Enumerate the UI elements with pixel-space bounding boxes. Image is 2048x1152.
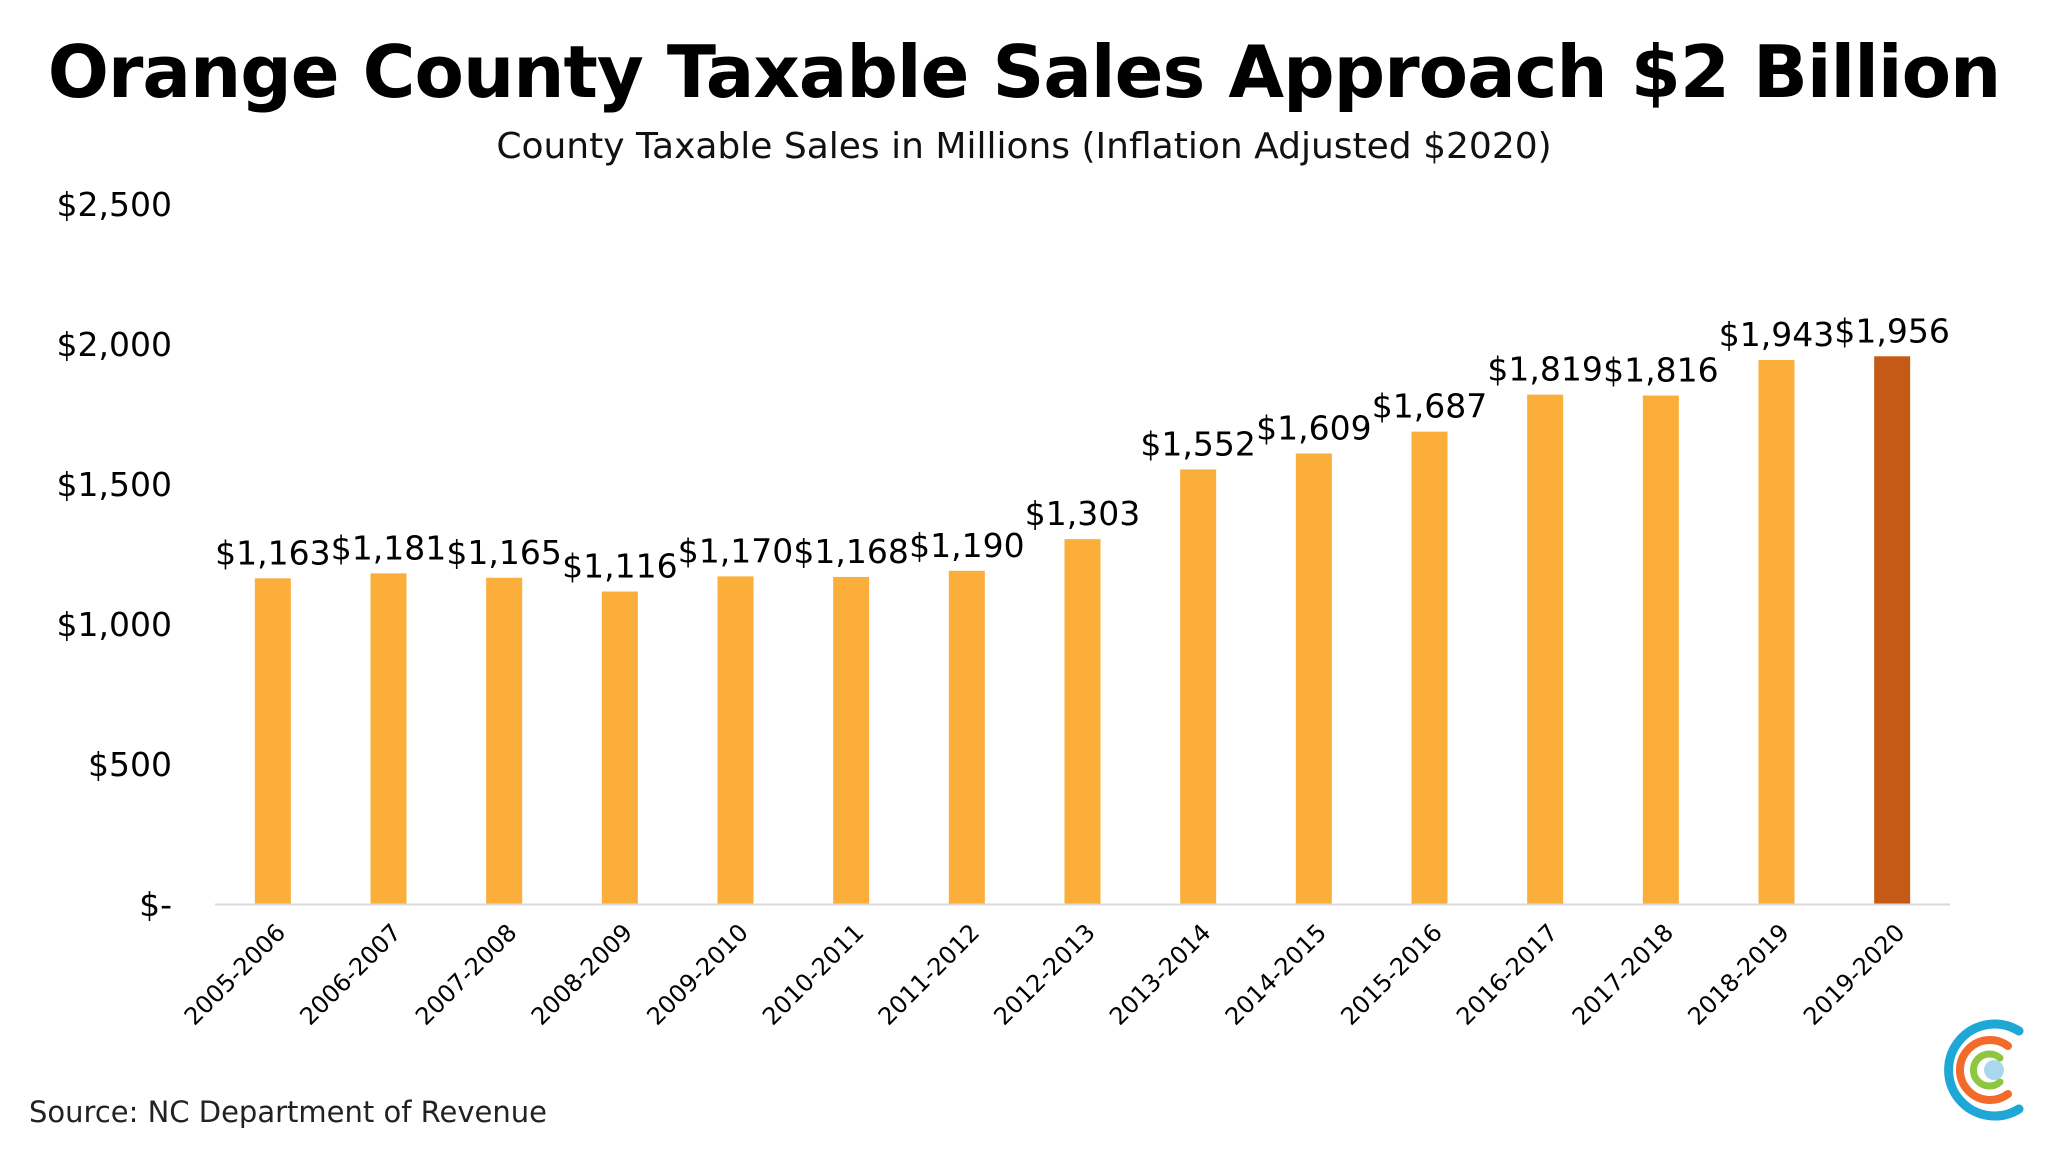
bar xyxy=(254,578,291,904)
x-tick-label: 2007-2008 xyxy=(410,918,522,1030)
chart-subtitle: County Taxable Sales in Millions (Inflat… xyxy=(496,126,1552,167)
x-tick-label: 2009-2010 xyxy=(641,918,753,1030)
y-tick-label: $2,000 xyxy=(57,325,172,364)
x-tick-label: 2006-2007 xyxy=(294,918,406,1030)
bar xyxy=(717,576,754,904)
x-tick-label: 2011-2012 xyxy=(873,918,985,1030)
data-label: $1,170 xyxy=(678,531,793,570)
bar xyxy=(1527,394,1564,904)
data-labels: $1,163 $1,181 $1,165 $1,116 $1,170 $1,168 $1,1… xyxy=(215,311,1950,585)
data-label: $1,190 xyxy=(909,526,1024,565)
data-label: $1,687 xyxy=(1372,387,1487,426)
y-tick-label: $- xyxy=(139,885,172,924)
bar xyxy=(486,577,523,904)
logo-outer-arc xyxy=(1944,1019,2024,1121)
logo-inner-arc xyxy=(1969,1050,2004,1090)
data-label: $1,552 xyxy=(1140,424,1255,463)
x-tick-label: 2012-2013 xyxy=(988,918,1100,1030)
x-axis-tick-labels: 2005-2006 2006-2007 2007-2008 2008-2009 2009… xyxy=(179,918,1911,1030)
data-label: $1,819 xyxy=(1487,350,1602,389)
data-label: $1,956 xyxy=(1834,311,1949,350)
source-note: Source: NC Department of Revenue xyxy=(29,1095,547,1129)
y-tick-label: $1,000 xyxy=(57,605,172,644)
bar xyxy=(1642,395,1679,904)
data-label: $1,165 xyxy=(446,533,561,572)
data-label: $1,609 xyxy=(1256,408,1371,447)
data-label: $1,163 xyxy=(215,533,330,572)
y-tick-label: $500 xyxy=(88,745,172,784)
bars xyxy=(254,356,1911,905)
bar xyxy=(1064,539,1101,904)
x-tick-label: 2005-2006 xyxy=(179,918,291,1030)
x-tick-label: 2017-2018 xyxy=(1567,918,1679,1030)
x-tick-label: 2015-2016 xyxy=(1335,918,1447,1030)
y-tick-label: $1,500 xyxy=(57,465,172,504)
data-label: $1,943 xyxy=(1719,315,1834,354)
x-tick-label: 2010-2011 xyxy=(757,918,869,1030)
bar xyxy=(1295,453,1332,904)
bar xyxy=(1758,359,1795,905)
bar xyxy=(370,573,407,904)
y-tick-label: $2,500 xyxy=(57,185,172,224)
logo-center-dot xyxy=(1984,1060,2004,1080)
data-label: $1,816 xyxy=(1603,351,1718,390)
data-label: $1,181 xyxy=(331,528,446,567)
data-label: $1,168 xyxy=(793,532,908,571)
chart-title: Orange County Taxable Sales Approach $2 … xyxy=(47,30,2002,114)
bar xyxy=(601,591,638,904)
logo-middle-arc xyxy=(1956,1036,2012,1104)
bar xyxy=(1180,469,1217,904)
bar xyxy=(1411,431,1448,904)
data-label: $1,116 xyxy=(562,547,677,586)
x-tick-label: 2019-2020 xyxy=(1798,918,1910,1030)
x-tick-label: 2018-2019 xyxy=(1682,918,1794,1030)
concentric-c-logo-icon xyxy=(1944,1019,2024,1121)
x-tick-label: 2013-2014 xyxy=(1104,918,1216,1030)
x-tick-label: 2008-2009 xyxy=(526,918,638,1030)
bar xyxy=(948,570,985,904)
data-label: $1,303 xyxy=(1025,494,1140,533)
bar xyxy=(833,576,870,904)
bar xyxy=(1874,356,1911,904)
x-tick-label: 2016-2017 xyxy=(1451,918,1563,1030)
x-tick-label: 2014-2015 xyxy=(1220,918,1332,1030)
y-axis-ticks: $- $500 $1,000 $1,500 $2,000 $2,500 xyxy=(57,185,172,924)
